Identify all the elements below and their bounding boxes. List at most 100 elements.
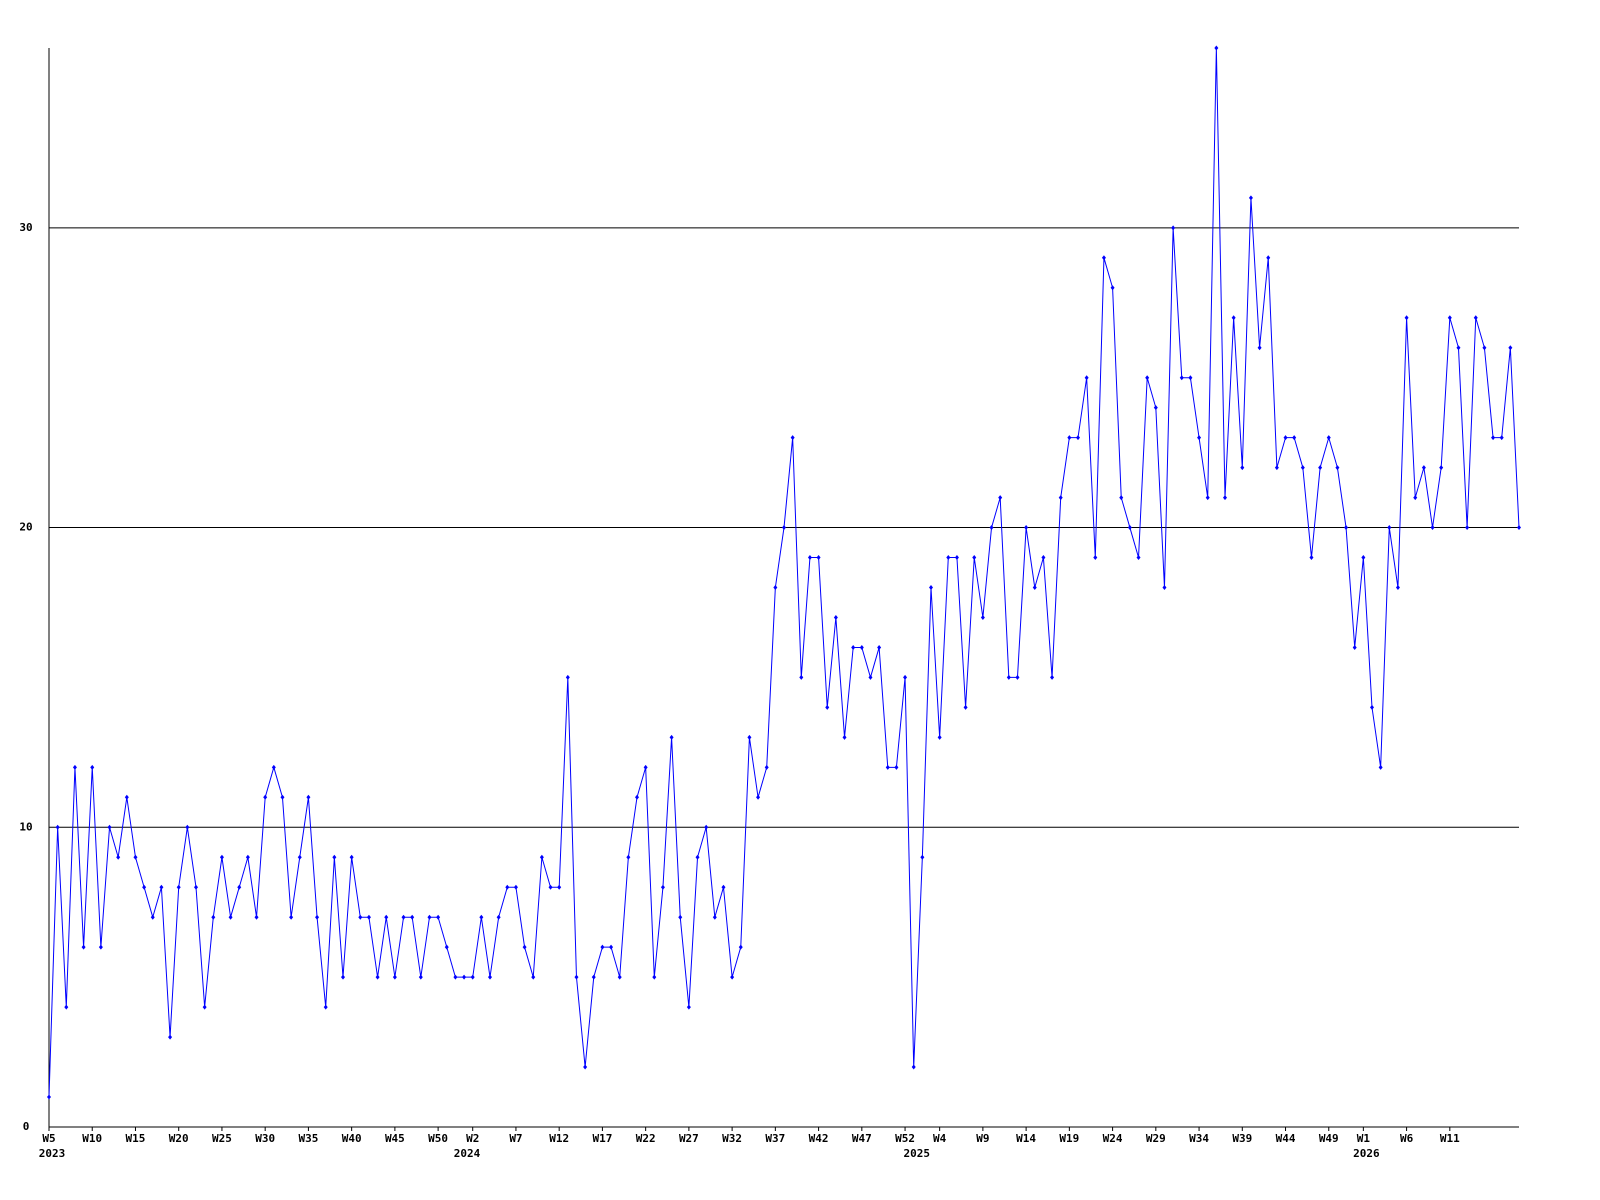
x-tick-label: W49 (1319, 1132, 1339, 1145)
point (306, 794, 311, 800)
point (168, 1034, 173, 1040)
point (81, 944, 86, 950)
point (176, 884, 181, 890)
point (237, 884, 242, 890)
point (1335, 465, 1340, 471)
point (1482, 345, 1487, 351)
x-tick-label: W12 (549, 1132, 569, 1145)
point (1024, 525, 1029, 531)
point (505, 884, 510, 890)
point (488, 974, 492, 980)
point (851, 644, 856, 650)
point (1076, 435, 1080, 441)
point (470, 974, 475, 980)
point (1188, 375, 1193, 381)
point (254, 914, 259, 920)
x-tick-label: W20 (169, 1132, 189, 1145)
point (764, 764, 769, 770)
point (1240, 465, 1245, 471)
point (989, 525, 994, 531)
point (1404, 315, 1409, 321)
point (1171, 225, 1176, 231)
point (643, 764, 648, 770)
x-tick-label: W10 (82, 1132, 102, 1145)
point (453, 974, 458, 980)
point (972, 555, 977, 561)
point (375, 974, 380, 980)
point (1283, 435, 1288, 441)
x-tick-label: W25 (212, 1132, 232, 1145)
point (245, 854, 250, 860)
point (1499, 435, 1504, 441)
x-tick-label: W9 (976, 1132, 989, 1145)
point (609, 944, 614, 950)
point (747, 734, 752, 740)
point (1517, 525, 1521, 531)
point (1491, 435, 1496, 441)
point (565, 674, 570, 680)
point (868, 674, 873, 680)
point (799, 674, 804, 680)
point (263, 794, 268, 800)
point (963, 704, 968, 710)
x-tick-label: W40 (342, 1132, 362, 1145)
point (211, 914, 216, 920)
point (55, 824, 60, 830)
point (1197, 435, 1202, 441)
point (574, 974, 579, 980)
x-tick-label: W50 (428, 1132, 448, 1145)
point (816, 555, 821, 561)
point (756, 794, 761, 800)
x-tick-label: W1 (1357, 1132, 1371, 1145)
x-tick-label: W24 (1103, 1132, 1123, 1145)
year-label: 2026 (1353, 1147, 1380, 1160)
year-label: 2023 (39, 1147, 66, 1160)
point (315, 914, 320, 920)
point (704, 824, 709, 830)
point (669, 734, 674, 740)
point (107, 824, 112, 830)
point (1058, 495, 1063, 501)
point (591, 974, 596, 980)
x-tick-label: W44 (1276, 1132, 1296, 1145)
point (358, 914, 363, 920)
point (1136, 555, 1141, 561)
point (738, 944, 743, 950)
point (1050, 674, 1055, 680)
point (280, 794, 285, 800)
point (937, 734, 942, 740)
point (1318, 465, 1323, 471)
point (1067, 435, 1072, 441)
point (1145, 375, 1150, 381)
point (946, 555, 951, 561)
point (1179, 375, 1184, 381)
point (1430, 525, 1435, 531)
point (228, 914, 233, 920)
point (341, 974, 345, 980)
point (929, 585, 933, 590)
point (462, 974, 467, 980)
point (1326, 435, 1331, 441)
point (885, 764, 890, 770)
point (427, 914, 432, 920)
point (98, 944, 103, 950)
point (730, 974, 735, 980)
line (48, 47, 1520, 1098)
point (1248, 195, 1253, 201)
point (1387, 525, 1392, 531)
x-tick-label: W45 (385, 1132, 405, 1145)
point (116, 854, 121, 860)
point (444, 944, 449, 950)
point (418, 974, 423, 980)
point (124, 794, 129, 800)
point (1214, 45, 1219, 51)
point (1456, 345, 1461, 351)
point (998, 495, 1003, 501)
x-tick-label: W37 (765, 1132, 785, 1145)
point (90, 764, 95, 770)
point (825, 704, 830, 710)
point (790, 435, 795, 441)
x-tick-label: W19 (1059, 1132, 1079, 1145)
point (366, 914, 371, 920)
